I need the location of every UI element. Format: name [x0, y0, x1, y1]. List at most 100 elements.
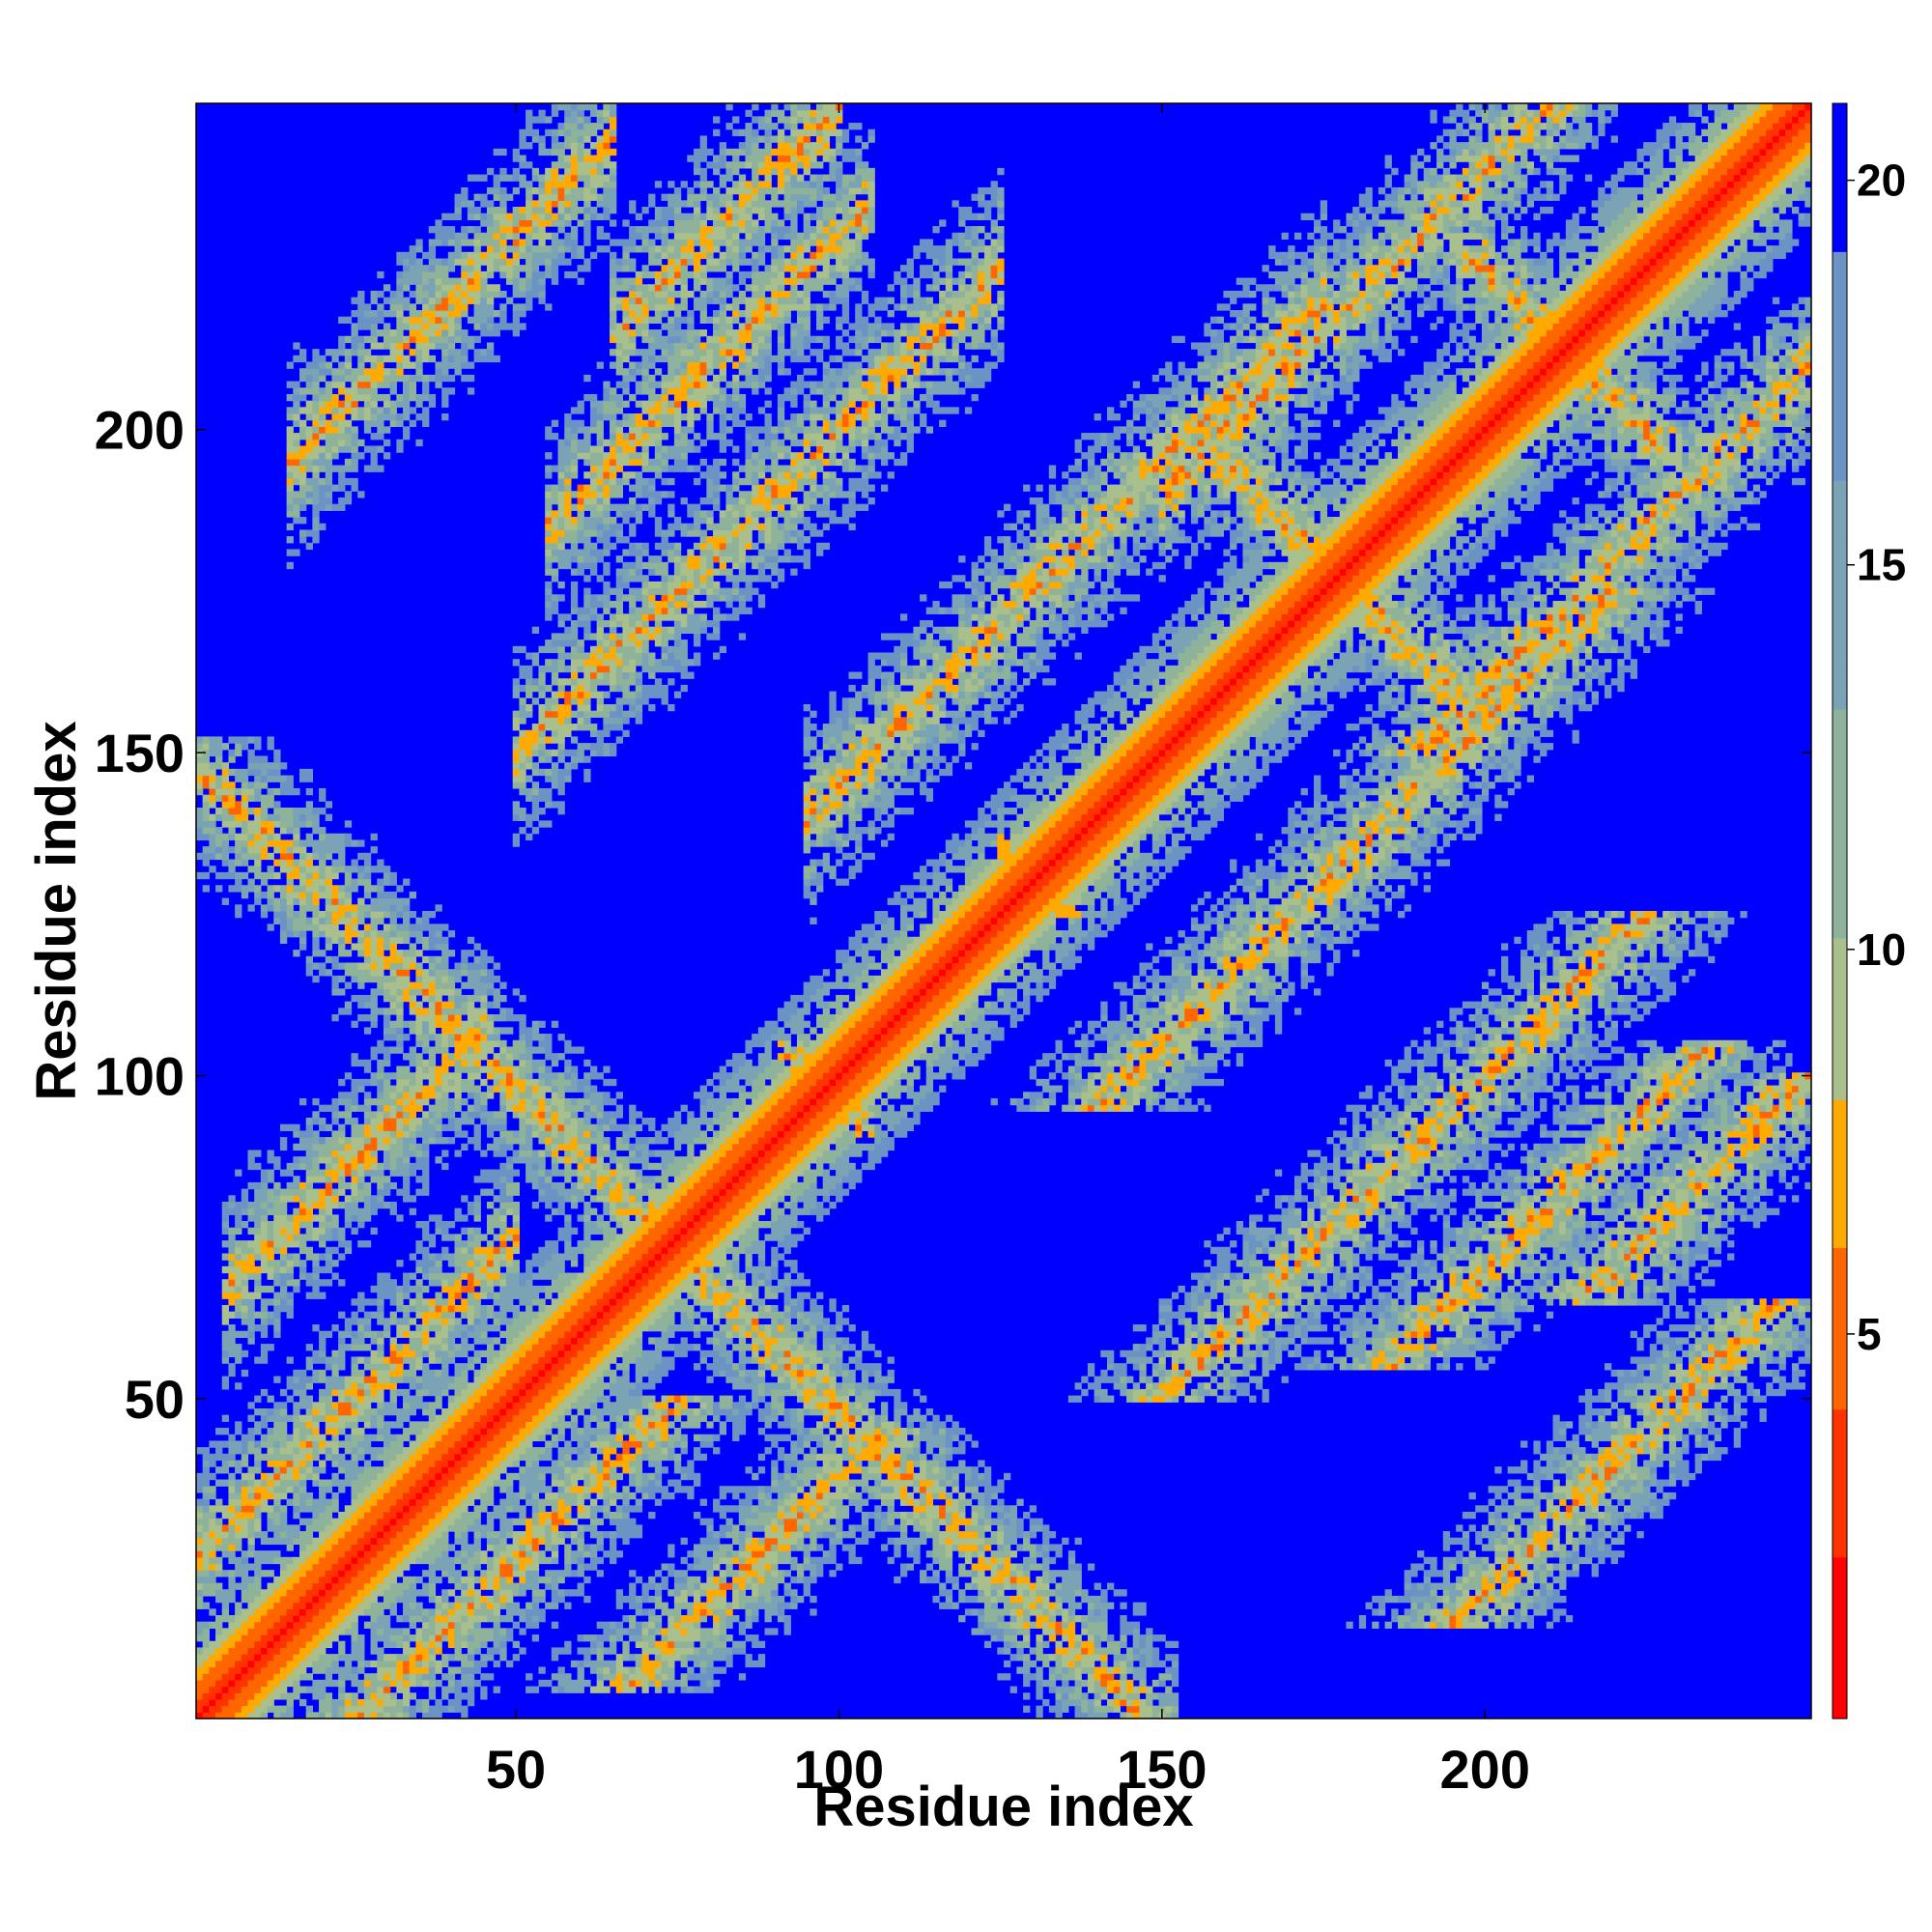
heatmap-cell [319, 827, 327, 835]
heatmap-cell [344, 465, 353, 472]
heatmap-cell [990, 1595, 998, 1604]
heatmap-cell [215, 1544, 223, 1551]
heatmap-cell [235, 1350, 242, 1358]
heatmap-cell [673, 1634, 682, 1642]
heatmap-cell [383, 923, 391, 931]
heatmap-cell [235, 839, 242, 847]
heatmap-cell [673, 1628, 682, 1635]
heatmap-cell [293, 433, 300, 440]
heatmap-cell [363, 1388, 372, 1397]
heatmap-cell [293, 1234, 300, 1241]
heatmap-cell [641, 1634, 649, 1642]
heatmap-cell [1139, 1679, 1147, 1688]
heatmap-cell [286, 1214, 294, 1222]
heatmap-cell [221, 846, 230, 854]
heatmap-cell [325, 1414, 333, 1422]
heatmap-cell [531, 1550, 540, 1558]
heatmap-cell [435, 1550, 442, 1558]
heatmap-cell [526, 1673, 533, 1681]
heatmap-cell [1436, 1570, 1444, 1577]
heatmap-cell [286, 852, 294, 861]
heatmap-cell [383, 1053, 391, 1061]
heatmap-cell [279, 1440, 288, 1448]
heatmap-cell [370, 1014, 378, 1022]
heatmap-cell [254, 787, 262, 796]
heatmap-cell [286, 1576, 294, 1584]
heatmap-cell [305, 465, 313, 472]
heatmap-cell [377, 310, 384, 318]
heatmap-cell [447, 1608, 456, 1616]
heatmap-cell [668, 1673, 675, 1681]
heatmap-cell [241, 775, 249, 782]
heatmap-cell [377, 1118, 384, 1125]
heatmap-cell [570, 1660, 579, 1668]
heatmap-cell [997, 1673, 1005, 1681]
heatmap-cell [635, 1608, 643, 1616]
heatmap-cell [706, 1608, 714, 1616]
heatmap-cell [247, 1162, 255, 1171]
heatmap-cell [305, 413, 313, 421]
heatmap-cell [351, 1550, 358, 1558]
heatmap-cell [235, 1686, 242, 1693]
heatmap-cell [383, 1679, 391, 1688]
heatmap-cell [1598, 1537, 1605, 1546]
heatmap-cell [441, 1692, 449, 1700]
heatmap-cell [344, 1143, 353, 1151]
heatmap-cell [447, 1640, 456, 1649]
heatmap-cell [486, 1595, 495, 1604]
heatmap-cell [1546, 1621, 1554, 1629]
heatmap-cell [331, 1660, 339, 1668]
heatmap-cell [305, 491, 313, 498]
heatmap-cell [757, 1654, 766, 1662]
heatmap-cell [1036, 1621, 1043, 1629]
heatmap-cell [344, 497, 353, 505]
heatmap-cell [209, 1550, 216, 1558]
heatmap-cell [260, 1181, 269, 1190]
heatmap-cell [363, 1472, 372, 1481]
heatmap-cell [202, 1544, 210, 1551]
heatmap-cell [377, 413, 384, 421]
heatmap-cell [997, 1647, 1005, 1655]
heatmap-cell [325, 917, 333, 924]
heatmap-cell [1009, 1576, 1017, 1584]
heatmap-cell [545, 1576, 553, 1584]
heatmap-cell [403, 1698, 411, 1707]
heatmap-cell [351, 1498, 358, 1506]
heatmap-cell [241, 743, 249, 751]
heatmap-cell [331, 1479, 339, 1487]
heatmap-cell [299, 1505, 307, 1513]
heatmap-cell [725, 1654, 733, 1662]
heatmap-cell [1481, 1563, 1490, 1571]
heatmap-cell [428, 1531, 437, 1539]
heatmap-cell [286, 1292, 294, 1299]
heatmap-cell [564, 1679, 572, 1688]
heatmap-cell [363, 1195, 372, 1203]
heatmap-cell [319, 361, 327, 369]
heatmap-cell [267, 775, 274, 782]
heatmap-cell [228, 787, 236, 796]
heatmap-cell [254, 1647, 262, 1655]
heatmap-cell [273, 1265, 281, 1274]
heatmap-cell [1048, 1634, 1057, 1642]
heatmap-cell [241, 885, 249, 893]
heatmap-cell [738, 1640, 747, 1649]
heatmap-cell [228, 1337, 236, 1345]
heatmap-cell [241, 781, 249, 789]
heatmap-cell [1151, 1634, 1160, 1642]
heatmap-cell [648, 1614, 656, 1623]
heatmap-cell [370, 1201, 378, 1209]
heatmap-cell [260, 1660, 269, 1668]
heatmap-cell [1074, 1576, 1082, 1584]
heatmap-cell [389, 1640, 397, 1649]
heatmap-cell [363, 1111, 372, 1119]
heatmap-cell [279, 1556, 288, 1565]
heatmap-cell [273, 897, 281, 905]
heatmap-cell [958, 1531, 966, 1539]
heatmap-cell [344, 1324, 353, 1332]
heatmap-cell [1151, 1647, 1160, 1655]
heatmap-cell [519, 1614, 526, 1623]
heatmap-cell [1074, 1712, 1082, 1719]
heatmap-cell [196, 1550, 204, 1558]
heatmap-cell [1481, 1582, 1490, 1590]
heatmap-cell [267, 1395, 274, 1403]
